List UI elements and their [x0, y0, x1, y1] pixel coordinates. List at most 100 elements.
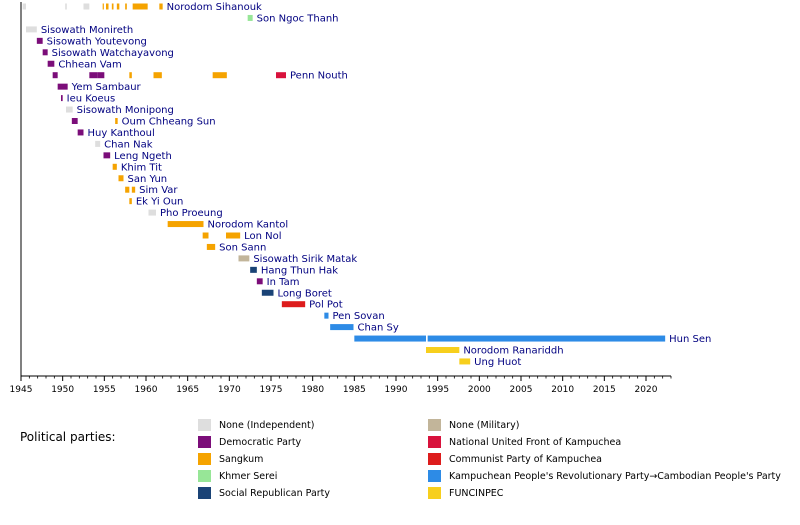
- person-label: Norodom Sihanouk: [167, 2, 262, 13]
- person-label: Sisowath Monipong: [77, 105, 174, 116]
- person-label: Son Sann: [219, 242, 266, 253]
- term-bar: [47, 60, 55, 67]
- person-label: Sisowath Watchayavong: [52, 48, 174, 59]
- person-label: Sisowath Monireth: [41, 25, 133, 36]
- person-label: Long Boret: [278, 288, 332, 299]
- term-bar: [66, 106, 73, 113]
- term-bar: [71, 118, 78, 124]
- person-label: Lon Nol: [244, 231, 281, 242]
- term-bar: [95, 140, 101, 147]
- term-bar: [129, 72, 132, 79]
- term-bar: [42, 49, 48, 56]
- x-tick-label: 2000: [468, 385, 491, 395]
- person-label: Ieu Koeus: [67, 94, 116, 105]
- person-label: San Yun: [128, 174, 168, 185]
- person-label: Son Ngoc Thanh: [257, 13, 339, 24]
- term-bar: [115, 118, 118, 124]
- term-bar: [132, 3, 148, 10]
- term-bar: [276, 72, 286, 79]
- person-label: Pen Sovan: [333, 311, 385, 322]
- term-bar: [427, 335, 666, 342]
- term-bar: [112, 163, 117, 170]
- person-label: Ek Yi Oun: [136, 197, 184, 208]
- person-label: Ung Huot: [474, 357, 521, 368]
- x-tick-label: 1995: [426, 385, 449, 395]
- term-bar: [118, 175, 124, 182]
- term-bar: [250, 266, 257, 273]
- term-bar: [57, 83, 68, 90]
- x-tick-label: 1945: [10, 385, 33, 395]
- term-bar: [354, 335, 426, 342]
- person-label: Pho Proeung: [160, 208, 223, 219]
- x-tick-label: 1970: [218, 385, 241, 395]
- person-label: Sisowath Youtevong: [47, 36, 147, 47]
- term-bar: [65, 3, 67, 10]
- term-bar: [22, 3, 26, 10]
- legend-title: Political parties:: [20, 430, 116, 444]
- term-bar: [125, 3, 127, 10]
- term-bar: [106, 3, 109, 10]
- person-label: In Tam: [267, 277, 300, 288]
- term-bar: [324, 312, 329, 319]
- x-tick-label: 1985: [343, 385, 366, 395]
- term-bar: [238, 255, 250, 262]
- person-label: Sim Var: [139, 185, 178, 196]
- person-label: Oum Chheang Sun: [122, 117, 216, 128]
- term-bar: [281, 301, 306, 308]
- term-bar: [36, 37, 43, 44]
- term-bar: [131, 186, 136, 193]
- term-bar: [77, 129, 84, 136]
- term-bar: [103, 152, 111, 159]
- person-label: Sisowath Sirik Matak: [253, 254, 357, 265]
- term-bar: [206, 243, 216, 250]
- term-bar: [247, 14, 253, 21]
- person-label: Chhean Vam: [58, 59, 121, 70]
- term-bar: [261, 289, 274, 296]
- term-bar: [148, 209, 156, 216]
- x-tick-label: 1960: [135, 385, 158, 395]
- term-bar: [256, 278, 263, 285]
- x-tick-label: 1950: [51, 385, 74, 395]
- x-tick-label: 1990: [385, 385, 408, 395]
- person-label: Norodom Kantol: [208, 220, 289, 231]
- term-bar: [202, 232, 209, 239]
- term-bar: [212, 72, 227, 79]
- term-bar: [52, 72, 58, 79]
- person-label: Yem Sambaur: [71, 82, 142, 93]
- person-label: Hun Sen: [669, 334, 711, 345]
- term-bar: [26, 26, 37, 33]
- x-tick-label: 2005: [510, 385, 533, 395]
- term-bar: [61, 95, 63, 102]
- x-tick-label: 1975: [260, 385, 283, 395]
- term-bar: [83, 3, 90, 10]
- term-bar: [153, 72, 162, 79]
- person-label: Pol Pot: [309, 300, 343, 311]
- term-bar: [459, 358, 471, 365]
- term-bar: [116, 3, 120, 10]
- term-bar: [226, 232, 241, 239]
- term-bar: [426, 347, 460, 353]
- term-bar: [102, 3, 104, 10]
- person-label: Leng Ngeth: [114, 151, 172, 162]
- person-label: Norodom Ranariddh: [463, 346, 563, 357]
- x-tick-label: 1980: [301, 385, 324, 395]
- person-label: Penn Nouth: [290, 71, 348, 82]
- person-label: Huy Kanthoul: [88, 128, 155, 139]
- x-tick-label: 1955: [93, 385, 116, 395]
- term-bar: [97, 72, 105, 79]
- term-bar: [89, 72, 98, 79]
- person-label: Chan Nak: [104, 139, 153, 150]
- person-label: Chan Sy: [358, 323, 399, 334]
- x-tick-label: 2020: [635, 385, 658, 395]
- term-bar: [129, 198, 132, 205]
- term-bar: [159, 3, 163, 10]
- term-bar: [330, 324, 354, 331]
- term-bar: [167, 221, 204, 228]
- term-bar: [111, 3, 114, 10]
- person-label: Khim Tit: [121, 162, 162, 173]
- term-bar: [125, 186, 130, 193]
- x-tick-label: 1965: [176, 385, 199, 395]
- person-label: Hang Thun Hak: [261, 265, 338, 276]
- x-tick-label: 2015: [593, 385, 616, 395]
